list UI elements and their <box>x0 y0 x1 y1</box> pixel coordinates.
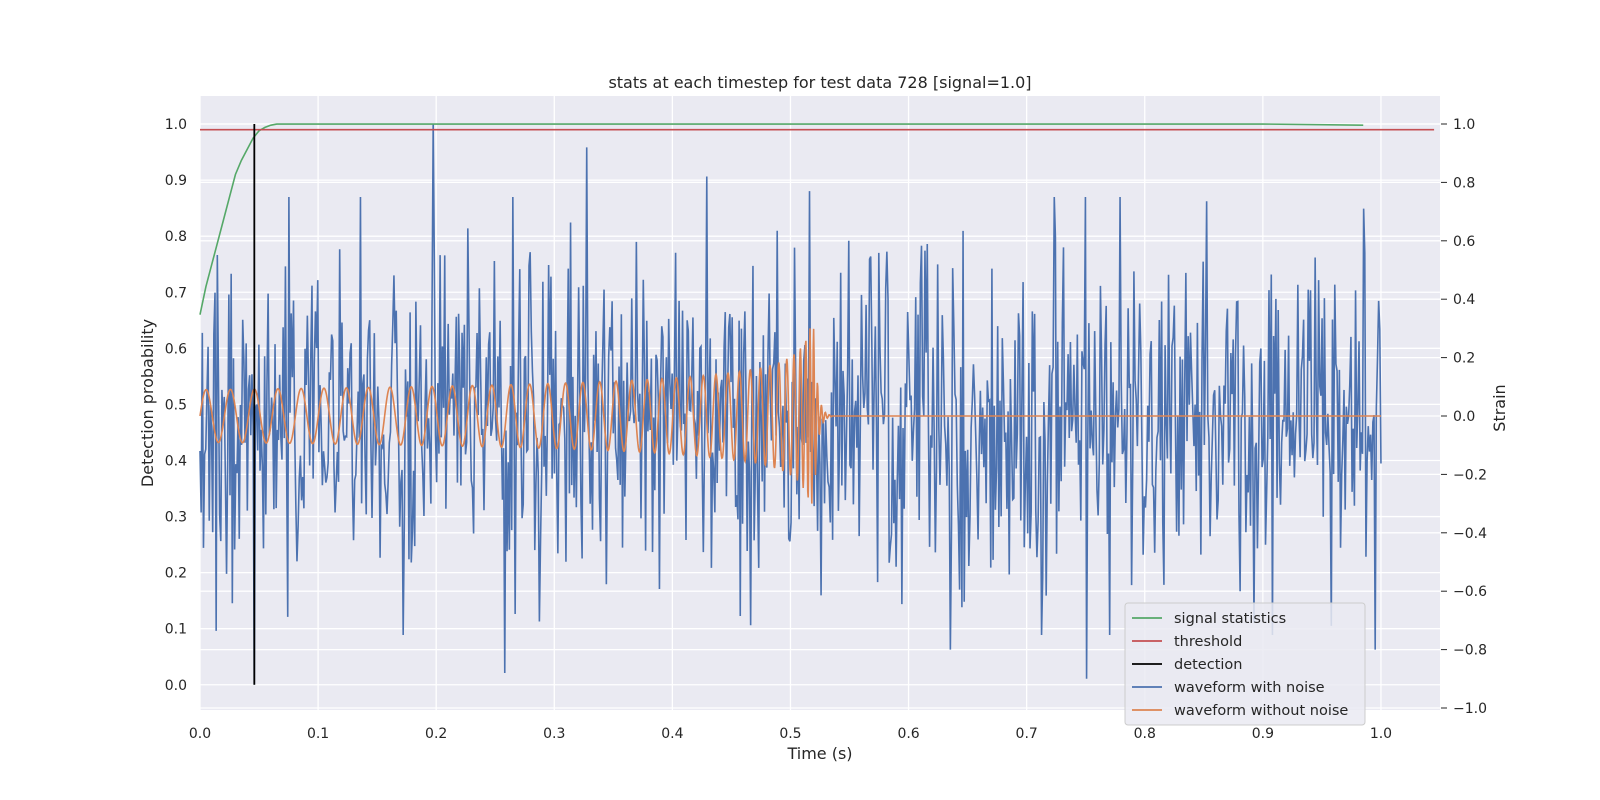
series-waveform-without-noise <box>199 328 1381 504</box>
y-tick-label-left: 0.7 <box>165 285 187 301</box>
y-tick-label-right: −0.8 <box>1453 643 1487 659</box>
legend-label: detection <box>1174 657 1242 673</box>
y-tick-label-right: 0.8 <box>1453 175 1475 191</box>
y-tick-label-left: 0.0 <box>165 678 187 694</box>
y-tick-label-right: −0.2 <box>1453 467 1487 483</box>
y-axis-label-left: Detection probability <box>138 319 157 487</box>
x-tick-label: 0.2 <box>425 726 447 742</box>
y-axis-label-right: Strain <box>1490 384 1509 431</box>
y-tick-label-left: 0.3 <box>165 510 187 526</box>
series-signal-statistics <box>199 123 1364 315</box>
x-tick-label: 0.4 <box>661 726 683 742</box>
y-tick-label-left: 0.8 <box>165 229 187 245</box>
y-tick-label-right: 0.6 <box>1453 234 1475 250</box>
y-tick-label-right: 0.4 <box>1453 292 1475 308</box>
x-tick-label: 0.3 <box>543 726 565 742</box>
y-tick-label-left: 0.1 <box>165 622 187 638</box>
y-tick-label-left: 0.6 <box>165 341 187 357</box>
legend-box <box>1124 602 1366 726</box>
y-tick-label-left: 0.5 <box>165 397 187 413</box>
x-tick-label: 0.9 <box>1252 726 1274 742</box>
x-tick-label: 1.0 <box>1370 726 1392 742</box>
plot-area <box>199 123 1435 685</box>
x-tick-label: 0.0 <box>189 726 211 742</box>
legend-label: signal statistics <box>1174 611 1286 627</box>
series-waveform-with-noise <box>199 123 1382 685</box>
y-tick-label-right: 1.0 <box>1453 117 1475 133</box>
legend-label: threshold <box>1174 634 1242 650</box>
legend-label: waveform with noise <box>1174 680 1325 696</box>
y-tick-label-right: −0.6 <box>1453 584 1487 600</box>
axes: 0.0 0.1 0.2 0.3 0.4 0.5 0.6 0.7 0.8 0.9 1.0 0.0 0.1 0… <box>165 117 1487 742</box>
legend-label: waveform without noise <box>1174 703 1348 719</box>
y-tick-label-right: −0.4 <box>1453 526 1487 542</box>
y-tick-label-right: 0.2 <box>1453 351 1475 367</box>
x-tick-label: 0.5 <box>779 726 801 742</box>
x-axis-label: Time (s) <box>786 744 852 763</box>
y-tick-label-left: 1.0 <box>165 117 187 133</box>
x-tick-label: 0.7 <box>1016 726 1038 742</box>
legend: signal statistics threshold detection wavef… <box>1124 602 1366 726</box>
chart-title: stats at each timestep for test data 728… <box>608 73 1031 92</box>
x-tick-label: 0.1 <box>307 726 329 742</box>
x-tick-label: 0.6 <box>897 726 919 742</box>
x-tick-label: 0.8 <box>1134 726 1156 742</box>
y-tick-label-left: 0.2 <box>165 566 187 582</box>
y-tick-label-left: 0.4 <box>165 453 187 469</box>
y-tick-label-right: −1.0 <box>1453 701 1487 717</box>
y-tick-label-left: 0.9 <box>165 173 187 189</box>
y-tick-label-right: 0.0 <box>1453 409 1475 425</box>
